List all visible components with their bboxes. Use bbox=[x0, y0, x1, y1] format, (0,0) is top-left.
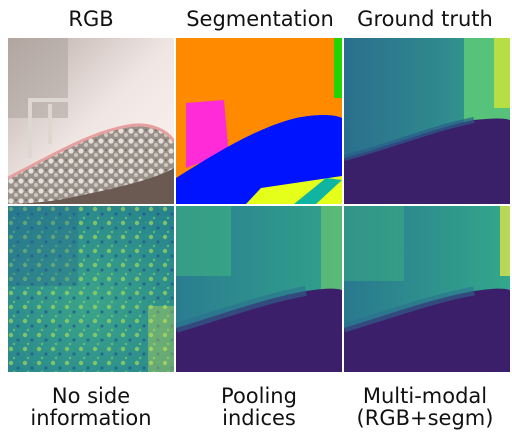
prediction-multi-modal bbox=[344, 206, 510, 372]
label-no-side-information: No side information bbox=[30, 384, 152, 430]
seg-blue-region bbox=[176, 115, 342, 204]
prediction-pooling-indices bbox=[176, 206, 342, 372]
seg-green-strip bbox=[334, 38, 342, 98]
label-rgb: RGB bbox=[68, 7, 114, 31]
label-segmentation: Segmentation bbox=[186, 7, 334, 31]
ground-truth-depth bbox=[344, 38, 510, 204]
prediction-no-side-information bbox=[8, 206, 174, 372]
label-ground-truth: Ground truth bbox=[357, 7, 493, 31]
label-pooling-indices: Pooling indices bbox=[221, 384, 297, 430]
rgb-image bbox=[8, 38, 174, 204]
segmentation-map bbox=[176, 38, 342, 204]
label-multi-modal: Multi-modal (RGB+segm) bbox=[356, 384, 494, 430]
seg-teal-region bbox=[294, 178, 342, 204]
